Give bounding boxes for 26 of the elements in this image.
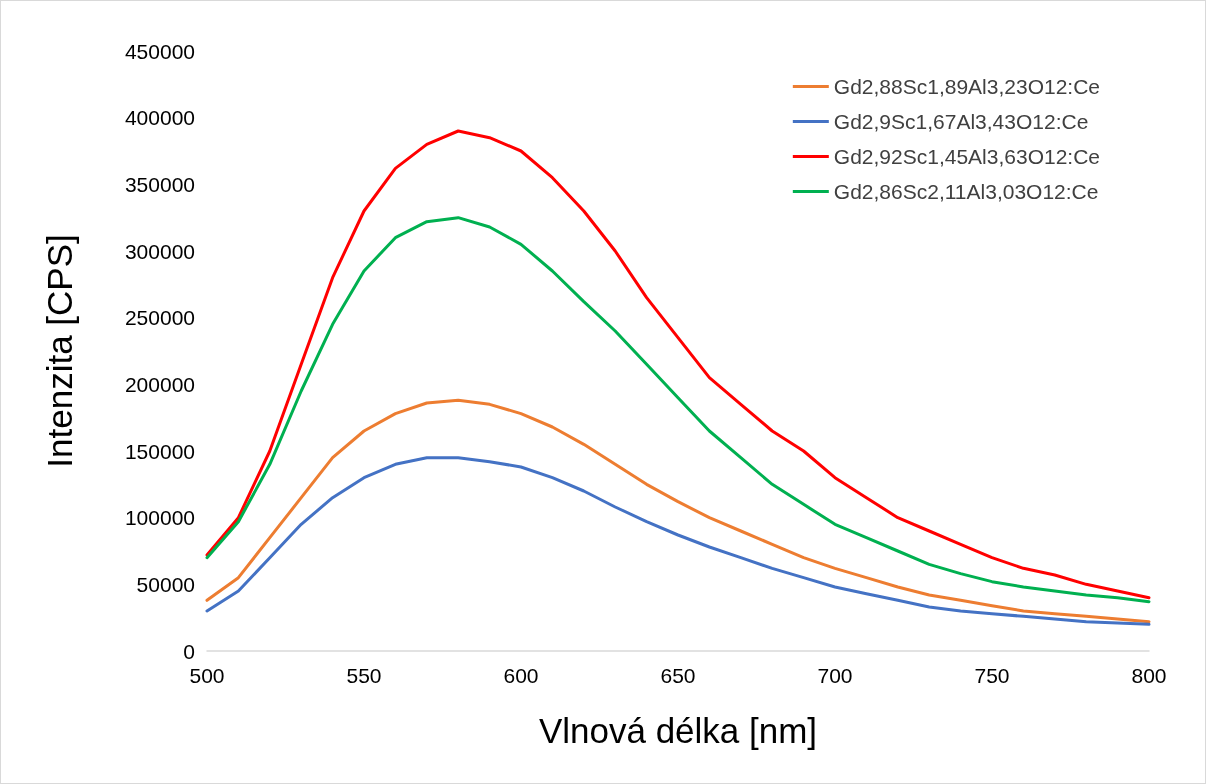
line-series <box>205 398 1151 624</box>
legend-label: Gd2,88Sc1,89Al3,23O12:Ce <box>833 75 1101 98</box>
y-tick-label: 150000 <box>124 439 195 463</box>
line-series <box>205 456 1151 626</box>
x-tick-label: 750 <box>974 664 1010 687</box>
line-series <box>205 216 1151 604</box>
y-tick-label: 100000 <box>124 506 195 530</box>
x-axis-title: Vlnová délka [nm] <box>538 711 818 750</box>
x-tick-label: 550 <box>346 664 382 687</box>
y-tick-label: 50000 <box>136 572 195 596</box>
legend-label: Gd2,86Sc2,11Al3,03O12:Ce <box>833 180 1099 203</box>
x-tick-label: 800 <box>1131 664 1167 687</box>
x-tick-label: 600 <box>503 664 539 687</box>
legend-label: Gd2,92Sc1,45Al3,63O12:Ce <box>833 145 1101 168</box>
y-axis-title: Intenzita [CPS] <box>40 234 79 468</box>
y-tick-label: 400000 <box>124 106 195 130</box>
y-tick-label: 350000 <box>124 172 195 196</box>
y-tick-label: 200000 <box>124 372 195 396</box>
legend-label: Gd2,9Sc1,67Al3,43O12:Ce <box>833 110 1089 133</box>
y-tick-label: 250000 <box>124 306 195 330</box>
x-tick-label: 700 <box>817 664 853 687</box>
x-tick-label: 500 <box>189 664 225 687</box>
y-tick-label: 300000 <box>124 239 195 263</box>
y-tick-label: 450000 <box>124 39 195 63</box>
y-tick-label: 0 <box>183 639 195 663</box>
x-tick-label: 650 <box>660 664 696 687</box>
